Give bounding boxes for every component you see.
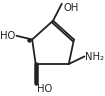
Text: NH₂: NH₂ [85,52,104,62]
Text: HO: HO [37,84,53,94]
Text: HO: HO [0,31,16,41]
Text: OH: OH [64,3,79,13]
